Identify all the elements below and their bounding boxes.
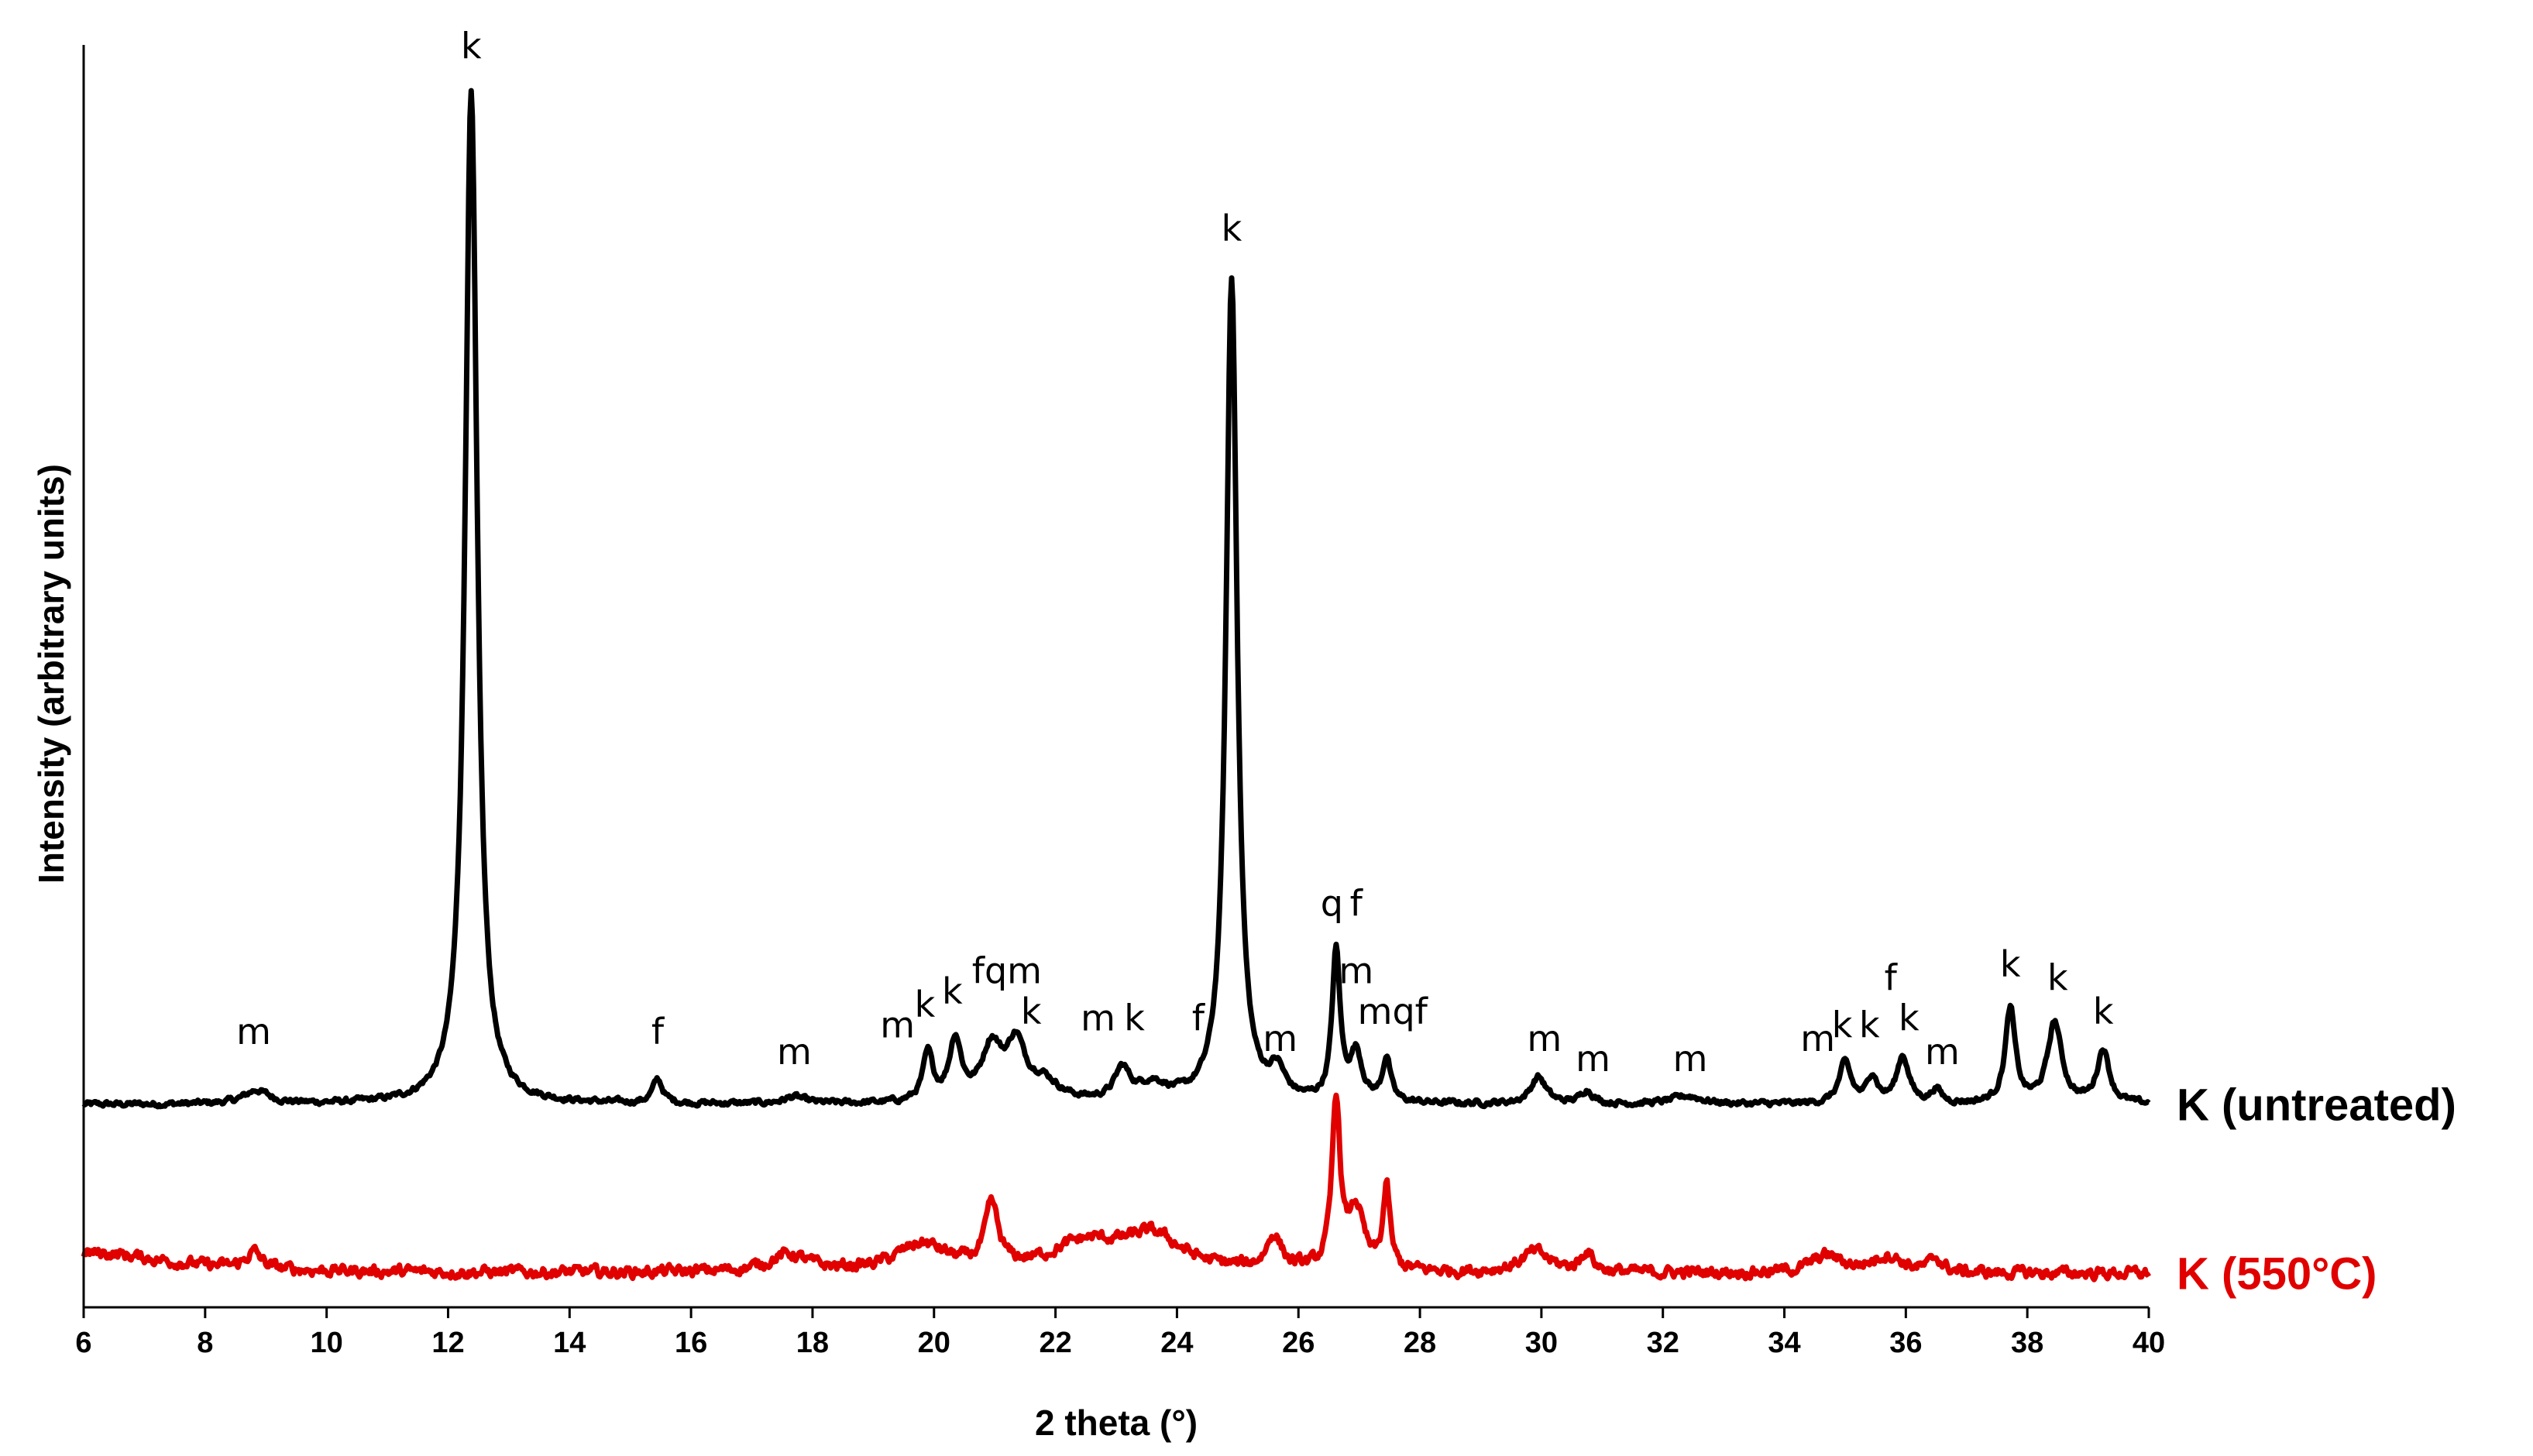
peak-label: f [1350,882,1364,924]
x-tick-label: 22 [1039,1327,1071,1359]
peak-label: fqm [972,950,1042,992]
x-tick-label: 32 [1647,1327,1679,1359]
x-axis-title: 2 theta (°) [1035,1403,1198,1443]
peak-label: q [1321,882,1343,924]
series-line-1 [81,1092,2152,1283]
peak-label: mqf [1358,991,1429,1032]
peak-label: m [880,1004,915,1046]
x-tick-label: 24 [1160,1327,1193,1359]
peak-label: f [1192,998,1206,1039]
series-labels: K (untreated) K (550°C) [2177,1080,2456,1300]
x-tick-label: 36 [1889,1327,1922,1359]
x-tick-label: 34 [1768,1327,1800,1359]
peak-label: m [236,1011,271,1053]
series-label-0: K (untreated) [2177,1080,2456,1131]
peak-label: k [915,984,936,1025]
peak-label: m [1081,998,1115,1039]
x-tick-label: 40 [2133,1327,2165,1359]
peak-label: k [2093,991,2114,1032]
x-tick-label: 30 [1525,1327,1558,1359]
series-line-0 [81,88,2151,1110]
x-tick-label: 18 [796,1327,829,1359]
peak-label: m [1673,1038,1708,1080]
x-tick-label: 16 [675,1327,707,1359]
peak-label: k [1859,1004,1880,1046]
peak-label: f [1885,956,1899,998]
x-tick-label: 26 [1282,1327,1315,1359]
peak-label: k [942,970,963,1012]
peak-label: k [1899,998,1920,1039]
x-tick-label: 28 [1404,1327,1436,1359]
series-group [81,88,2152,1283]
peak-label: k [1832,1004,1853,1046]
peak-label: m [1339,950,1373,992]
peak-label: k [1222,208,1242,249]
peak-label: m [1263,1018,1297,1059]
peak-label: m [1527,1018,1562,1059]
x-tick-label: 20 [918,1327,950,1359]
peak-label: m [1800,1018,1835,1059]
series-label-1: K (550°C) [2177,1248,2377,1299]
peak-label: k [461,25,482,67]
peak-label: k [2000,943,2021,985]
peak-label: k [2047,956,2068,998]
x-tick-label: 8 [197,1327,213,1359]
x-tick-label: 38 [2011,1327,2043,1359]
x-tick-label: 10 [311,1327,343,1359]
y-axis-title: Intensity (arbitrary units) [31,464,71,884]
x-ticks: 6 8 10 12 14 16 18 20 22 24 26 28 30 32 34 36 38 40 [75,1307,2165,1359]
peak-label: f [651,1011,665,1053]
x-tick-label: 14 [553,1327,586,1359]
peak-label: m [1576,1038,1610,1080]
x-tick-label: 12 [431,1327,464,1359]
peak-label: k [1021,991,1042,1032]
peak-label: m [1925,1031,1960,1073]
peak-label: m [777,1031,812,1073]
x-tick-label: 6 [75,1327,91,1359]
peak-label: k [1124,998,1145,1039]
